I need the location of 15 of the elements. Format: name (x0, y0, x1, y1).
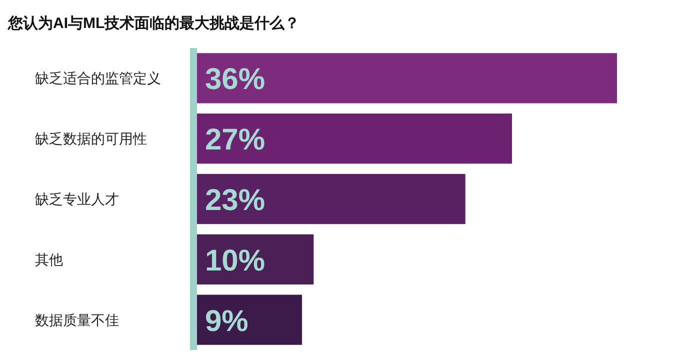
bar (197, 174, 466, 224)
data-label: 10% (205, 244, 266, 278)
data-label: 9% (205, 304, 248, 338)
y-tick-label: 其他 (35, 251, 63, 268)
y-tick-label: 缺乏适合的监管定义 (35, 70, 161, 86)
y-tick-label: 数据质量不佳 (35, 312, 119, 328)
bar (197, 294, 302, 345)
data-label: 27% (205, 124, 266, 157)
y-tick-label: 缺乏专业人才 (35, 191, 119, 207)
y-tick-label: 缺乏数据的可用性 (35, 130, 147, 147)
data-label: 23% (205, 184, 266, 217)
chart-title: 您认为AI与ML技术面临的最大挑战是什么？ (7, 15, 300, 32)
bar (197, 114, 512, 164)
data-label: 36% (205, 63, 266, 96)
bar (197, 53, 617, 104)
